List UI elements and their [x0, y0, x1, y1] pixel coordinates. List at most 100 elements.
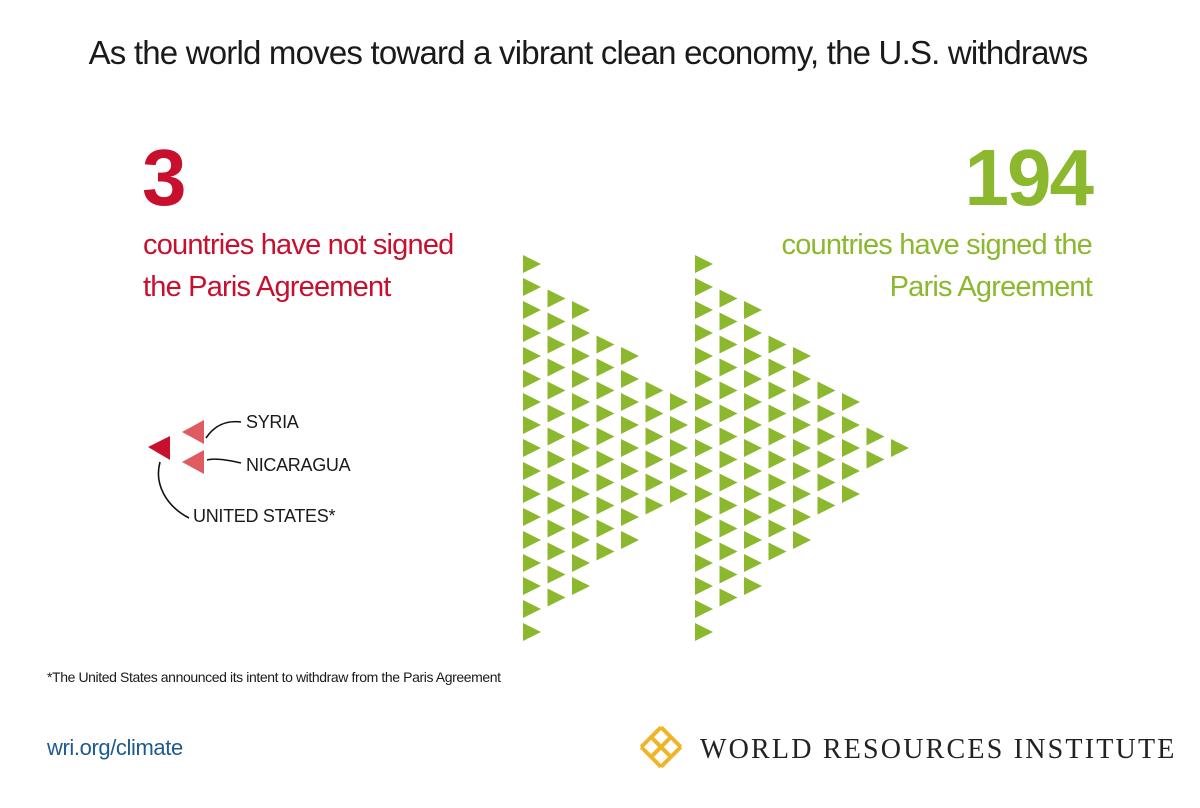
signatory-triangle-icon: [523, 278, 541, 296]
signatory-triangle-icon: [719, 450, 738, 469]
signatory-triangle-icon: [572, 554, 590, 572]
signatory-triangle-icon: [621, 393, 639, 411]
country-label-nicaragua: NICARAGUA: [246, 455, 351, 475]
not-signed-caption: countries have not signed the Paris Agre…: [143, 224, 523, 308]
signatory-triangle-icon: [719, 427, 738, 446]
site-link[interactable]: wri.org/climate: [47, 735, 183, 760]
signatory-triangle-icon: [695, 347, 713, 365]
signatory-triangle-icon: [842, 439, 860, 457]
signatory-triangle-icon: [719, 381, 738, 400]
signatory-triangle-icon: [719, 496, 738, 515]
signatory-triangle-icon: [793, 531, 811, 549]
signatory-triangle-icon: [621, 508, 639, 526]
signatory-triangle-icon: [547, 358, 566, 377]
signatory-triangle-icon: [891, 439, 909, 457]
signatory-triangle-icon: [645, 450, 664, 469]
signatory-triangle-icon: [695, 324, 713, 342]
signatory-triangle-icon: [744, 393, 762, 411]
signatory-triangle-icon: [817, 496, 836, 515]
signatory-triangle-icon: [768, 542, 787, 561]
signatory-triangle-icon: [523, 485, 541, 503]
signatory-triangle-icon: [572, 324, 590, 342]
signatory-triangle-icon: [817, 473, 836, 492]
signatory-triangle-icon: [768, 450, 787, 469]
signatory-triangle-icon: [621, 485, 639, 503]
leader-line-nicaragua: [206, 458, 242, 464]
signatory-triangle-icon: [768, 496, 787, 515]
signatory-triangle-icon: [695, 370, 713, 388]
signatory-triangle-icon: [719, 312, 738, 331]
signatory-triangle-icon: [547, 450, 566, 469]
signatory-triangle-icon: [744, 462, 762, 480]
signatory-triangle-icon: [842, 393, 860, 411]
signatory-triangle-icon: [866, 427, 885, 446]
signatory-triangle-icon: [768, 473, 787, 492]
signatory-triangle-icon: [744, 577, 762, 595]
signed-caption-line2: Paris Agreement: [889, 271, 1093, 303]
signed-caption: countries have signed the Paris Agreemen…: [762, 224, 1093, 308]
signatory-triangle-icon: [793, 439, 811, 457]
signatory-triangle-icon: [719, 519, 738, 538]
signed-count: 194: [964, 133, 1094, 222]
signatory-triangle-icon: [768, 335, 787, 354]
signatory-triangle-icon: [744, 347, 762, 365]
signatory-triangle-icon: [523, 577, 541, 595]
signed-caption-line1: countries have signed the: [781, 229, 1093, 261]
signatory-triangle-icon: [572, 577, 590, 595]
signatory-triangle-icon: [670, 462, 688, 480]
signatory-triangle-icon: [695, 439, 713, 457]
signatory-triangle-icon: [596, 542, 615, 561]
signatory-triangle-icon: [744, 301, 762, 319]
leader-line-united-states: [157, 461, 190, 519]
signatory-triangle-icon: [596, 404, 615, 423]
signatory-triangle-icon: [695, 393, 713, 411]
signatory-triangle-icon: [572, 531, 590, 549]
signatory-triangle-icon: [793, 416, 811, 434]
signatory-triangle-icon: [719, 473, 738, 492]
signatory-triangle-icon: [695, 577, 713, 595]
signatory-triangle-icon: [523, 370, 541, 388]
signatory-triangle-icon: [695, 508, 713, 526]
signatory-triangle-icon: [744, 370, 762, 388]
signatory-triangle-icon: [695, 278, 713, 296]
signatory-triangle-icon: [645, 473, 664, 492]
signatory-triangle-icon: [596, 450, 615, 469]
signatory-triangle-icon: [719, 542, 738, 561]
signatory-triangle-icon: [645, 427, 664, 446]
signatory-triangle-icon: [695, 600, 713, 618]
signatory-triangle-icon: [744, 439, 762, 457]
signatory-triangle-icon: [842, 462, 860, 480]
signatory-triangle-icon: [719, 335, 738, 354]
signatory-triangle-icon: [572, 347, 590, 365]
signatory-triangle-icon: [768, 381, 787, 400]
signatory-triangle-icon: [547, 312, 566, 331]
signatory-triangle-icon: [695, 554, 713, 572]
signatory-triangle-icon: [719, 588, 738, 607]
signatory-triangle-icon: [695, 623, 713, 641]
signatory-triangle-icon: [842, 416, 860, 434]
signatory-triangle-icon: [596, 473, 615, 492]
signatory-triangle-icon: [547, 473, 566, 492]
signatory-triangle-icon: [547, 496, 566, 515]
signatory-triangle-icon: [596, 427, 615, 446]
not-signed-caption-line2: the Paris Agreement: [143, 271, 391, 303]
signatory-triangle-icon: [572, 393, 590, 411]
signatory-triangle-icon: [621, 531, 639, 549]
signatory-triangle-icon: [744, 554, 762, 572]
signatory-triangle-icon: [547, 289, 566, 308]
signatory-triangle-icon: [719, 404, 738, 423]
not-signed-caption-line1: countries have not signed: [143, 229, 454, 261]
signatory-triangle-icon: [523, 393, 541, 411]
signatory-triangle-icon: [523, 600, 541, 618]
triangle-nicaragua-icon: [182, 450, 204, 474]
signatory-triangle-icon: [695, 301, 713, 319]
signatory-triangle-icon: [572, 462, 590, 480]
signatory-triangle-icon: [547, 427, 566, 446]
signatory-triangle-icon: [621, 416, 639, 434]
signatory-triangle-icon: [523, 508, 541, 526]
signatory-triangle-icon: [523, 255, 541, 273]
signatory-triangle-icon: [523, 462, 541, 480]
signatory-triangle-icon: [695, 485, 713, 503]
